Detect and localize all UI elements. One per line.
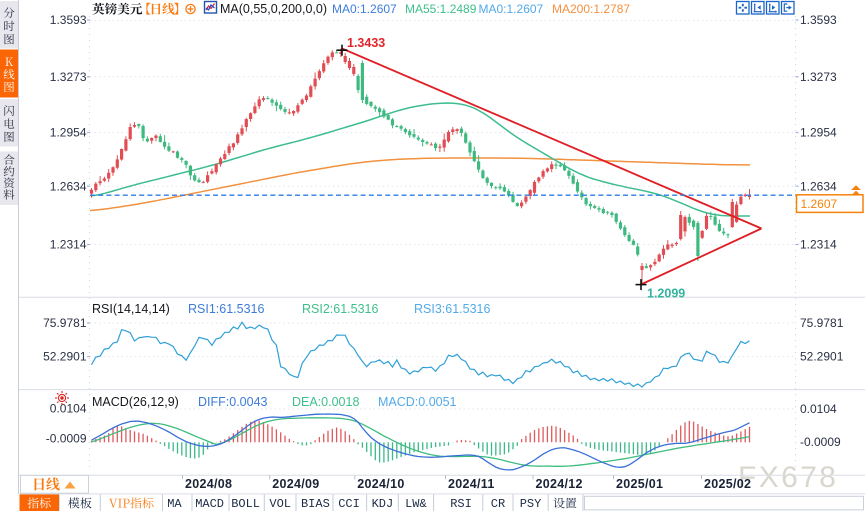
svg-text:1.2634: 1.2634 bbox=[800, 179, 837, 193]
svg-text:2024/12: 2024/12 bbox=[536, 477, 583, 491]
svg-text:-0.0009: -0.0009 bbox=[800, 435, 841, 449]
svg-text:0.0104: 0.0104 bbox=[800, 402, 837, 416]
svg-text:RSI: RSI bbox=[450, 497, 472, 511]
svg-text:MACD: MACD bbox=[195, 497, 224, 511]
svg-text:75.9781: 75.9781 bbox=[43, 316, 87, 330]
svg-text:RSI(14,14,14): RSI(14,14,14) bbox=[92, 302, 170, 316]
svg-text:FX678: FX678 bbox=[738, 461, 838, 494]
svg-text:1.3273: 1.3273 bbox=[50, 70, 87, 84]
svg-text:-0.0009: -0.0009 bbox=[46, 432, 87, 446]
svg-text:PSY: PSY bbox=[520, 497, 542, 511]
svg-text:1.2954: 1.2954 bbox=[800, 126, 837, 140]
svg-text:DIFF:0.0043: DIFF:0.0043 bbox=[198, 395, 268, 409]
svg-text:MA: MA bbox=[167, 497, 182, 511]
svg-text:BOLL: BOLL bbox=[231, 497, 260, 511]
svg-text:CR: CR bbox=[491, 497, 505, 511]
svg-text:1.3593: 1.3593 bbox=[800, 13, 837, 27]
svg-text:BIAS: BIAS bbox=[301, 497, 330, 511]
svg-text:LW&: LW& bbox=[405, 497, 427, 511]
svg-text:2025/02: 2025/02 bbox=[704, 477, 751, 491]
svg-text:RSI2:61.5316: RSI2:61.5316 bbox=[302, 302, 378, 316]
svg-text:MACD:0.0051: MACD:0.0051 bbox=[378, 395, 457, 409]
svg-text:2025/01: 2025/01 bbox=[616, 477, 663, 491]
svg-text:RSI1:61.5316: RSI1:61.5316 bbox=[188, 302, 264, 316]
svg-text:52.2901: 52.2901 bbox=[800, 350, 844, 364]
svg-text:MA0:1.2607: MA0:1.2607 bbox=[479, 2, 544, 16]
svg-text:1.2099: 1.2099 bbox=[647, 287, 685, 301]
svg-text:MA200:1.2787: MA200:1.2787 bbox=[552, 2, 630, 16]
svg-text:2024/10: 2024/10 bbox=[357, 477, 404, 491]
svg-text:KDJ: KDJ bbox=[372, 497, 394, 511]
svg-text:2024/08: 2024/08 bbox=[185, 477, 232, 491]
svg-text:2024/09: 2024/09 bbox=[272, 477, 319, 491]
svg-text:1.2607: 1.2607 bbox=[801, 197, 838, 211]
svg-text:1.2314: 1.2314 bbox=[50, 238, 87, 252]
svg-text:75.9781: 75.9781 bbox=[800, 316, 844, 330]
svg-text:CCI: CCI bbox=[338, 497, 360, 511]
svg-text:MA0:1.2607: MA0:1.2607 bbox=[332, 2, 397, 16]
svg-text:MACD(26,12,9): MACD(26,12,9) bbox=[92, 395, 179, 409]
svg-text:RSI3:61.5316: RSI3:61.5316 bbox=[414, 302, 490, 316]
svg-text:1.3273: 1.3273 bbox=[800, 70, 837, 84]
svg-text:VOL: VOL bbox=[269, 497, 291, 511]
svg-text:1.2314: 1.2314 bbox=[800, 238, 837, 252]
svg-text:1.3433: 1.3433 bbox=[347, 36, 385, 50]
svg-text:2024/11: 2024/11 bbox=[448, 477, 495, 491]
svg-text:DEA:0.0018: DEA:0.0018 bbox=[292, 395, 359, 409]
svg-text:1.2634: 1.2634 bbox=[50, 179, 87, 193]
svg-text:52.2901: 52.2901 bbox=[43, 350, 87, 364]
svg-text:MA(0,55,0,200,0,0): MA(0,55,0,200,0,0) bbox=[220, 2, 327, 16]
svg-text:MA55:1.2489: MA55:1.2489 bbox=[405, 2, 477, 16]
svg-text:1.3593: 1.3593 bbox=[50, 13, 87, 27]
svg-text:0.0104: 0.0104 bbox=[50, 402, 87, 416]
svg-text:1.2954: 1.2954 bbox=[50, 126, 87, 140]
